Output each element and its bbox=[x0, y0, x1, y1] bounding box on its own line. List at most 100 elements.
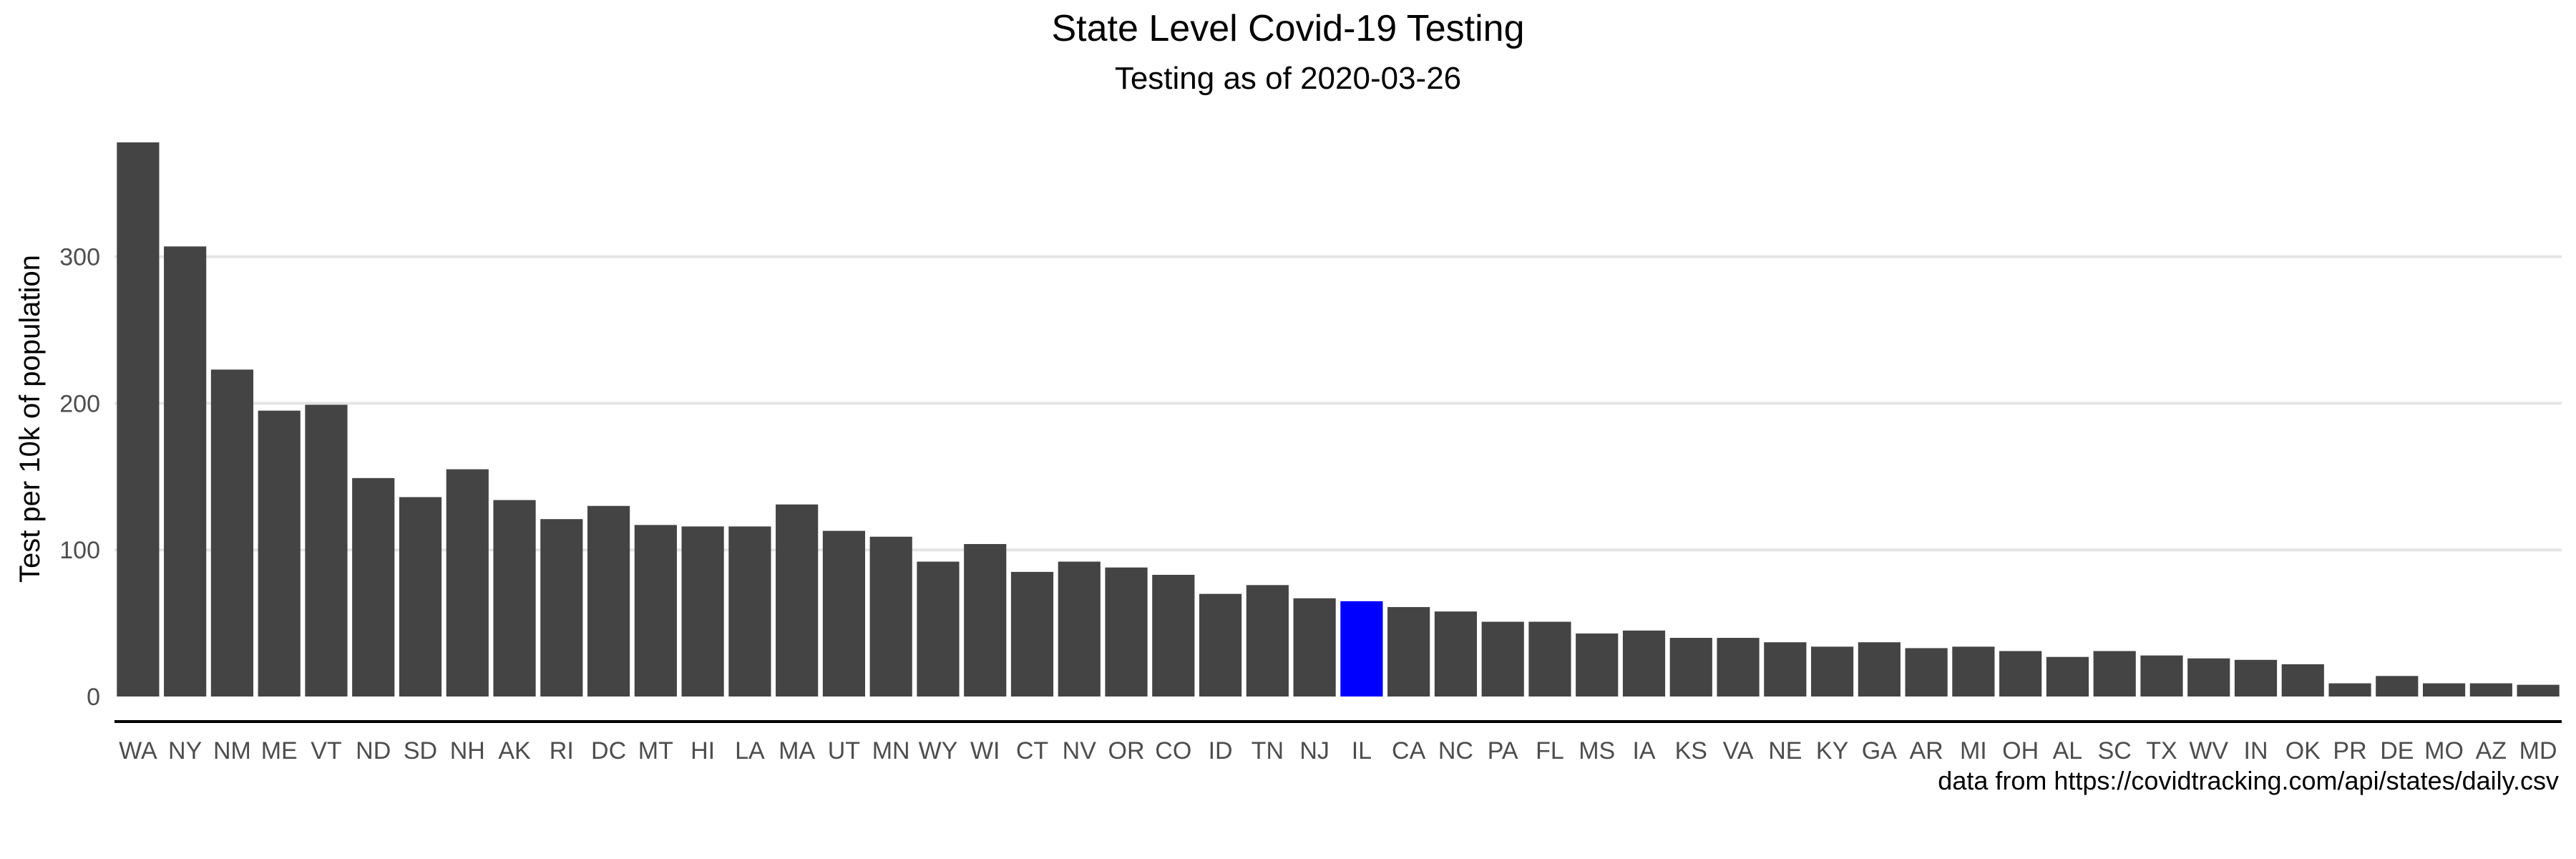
x-tick-label-mi: MI bbox=[1960, 737, 1987, 765]
bar-ak bbox=[493, 500, 536, 697]
bar-ky bbox=[1810, 646, 1854, 697]
bar-nj bbox=[1293, 598, 1336, 697]
x-tick-label-az: AZ bbox=[2476, 737, 2507, 765]
bar-ma bbox=[776, 504, 819, 697]
x-tick-label-wi: WI bbox=[970, 737, 1000, 765]
bar-nm bbox=[210, 369, 254, 697]
x-tick-label-ne: NE bbox=[1768, 737, 1802, 765]
bar-ks bbox=[1669, 638, 1712, 697]
bar-co bbox=[1152, 575, 1195, 697]
bar-vt bbox=[305, 404, 348, 697]
x-tick-label-ky: KY bbox=[1816, 737, 1848, 765]
x-tick-label-oh: OH bbox=[2002, 737, 2039, 765]
y-tick-label: 100 bbox=[59, 537, 100, 564]
bar-tn bbox=[1246, 585, 1289, 697]
bar-mn bbox=[869, 536, 912, 697]
x-tick-label-la: LA bbox=[735, 737, 765, 765]
x-tick-label-in: IN bbox=[2244, 737, 2268, 765]
bar-nd bbox=[352, 477, 395, 697]
chart-title: State Level Covid-19 Testing bbox=[1051, 8, 1525, 49]
x-tick-label-tn: TN bbox=[1252, 737, 1284, 765]
bar-ar bbox=[1905, 648, 1948, 697]
x-tick-label-il: IL bbox=[1352, 737, 1372, 765]
bar-sd bbox=[399, 497, 442, 697]
x-tick-label-al: AL bbox=[2053, 737, 2083, 765]
x-tick-label-hi: HI bbox=[691, 737, 715, 765]
x-tick-label-sc: SC bbox=[2098, 737, 2132, 765]
x-tick-label-ct: CT bbox=[1016, 737, 1048, 765]
bar-ct bbox=[1010, 571, 1054, 697]
bar-sc bbox=[2093, 651, 2136, 697]
bar-mi bbox=[1952, 646, 1995, 697]
x-tick-label-ok: OK bbox=[2285, 737, 2321, 765]
bar-oh bbox=[1999, 651, 2042, 697]
bar-ok bbox=[2281, 664, 2324, 697]
y-tick-label: 300 bbox=[59, 244, 100, 271]
x-tick-label-ga: GA bbox=[1862, 737, 1897, 765]
bar-fl bbox=[1528, 621, 1571, 697]
x-tick-label-md: MD bbox=[2519, 737, 2557, 765]
bar-mt bbox=[634, 525, 677, 697]
bar-il bbox=[1340, 601, 1383, 697]
x-tick-label-me: ME bbox=[261, 737, 298, 765]
x-tick-label-fl: FL bbox=[1536, 737, 1564, 765]
bar-me bbox=[258, 410, 301, 697]
bar-md bbox=[2517, 684, 2560, 697]
y-tick-label: 200 bbox=[59, 390, 100, 417]
bar-wy bbox=[917, 561, 960, 697]
bar-dc bbox=[587, 505, 630, 697]
x-tick-label-ak: AK bbox=[498, 737, 531, 765]
bar-ri bbox=[540, 519, 583, 697]
x-tick-label-mn: MN bbox=[872, 737, 910, 765]
bar-or bbox=[1105, 567, 1148, 697]
bar-ms bbox=[1576, 633, 1619, 697]
bar-ut bbox=[822, 530, 866, 697]
chart-subtitle: Testing as of 2020-03-26 bbox=[1114, 61, 1462, 96]
x-tick-label-pa: PA bbox=[1488, 737, 1518, 765]
bar-wi bbox=[964, 544, 1007, 697]
bar-az bbox=[2469, 683, 2512, 697]
bars bbox=[117, 142, 2560, 697]
x-tick-label-nc: NC bbox=[1438, 737, 1473, 765]
x-tick-label-id: ID bbox=[1209, 737, 1233, 765]
bar-nv bbox=[1058, 561, 1101, 697]
x-tick-label-mo: MO bbox=[2424, 737, 2464, 765]
x-tick-label-wy: WY bbox=[919, 737, 958, 765]
x-tick-label-ia: IA bbox=[1632, 737, 1655, 765]
bar-nh bbox=[446, 469, 489, 697]
bar-hi bbox=[681, 526, 724, 697]
bar-wv bbox=[2187, 658, 2230, 697]
x-tick-label-mt: MT bbox=[638, 737, 673, 765]
x-tick-label-dc: DC bbox=[591, 737, 626, 765]
bar-nc bbox=[1434, 611, 1478, 697]
bar-ia bbox=[1622, 630, 1666, 697]
bar-ca bbox=[1387, 607, 1430, 697]
x-tick-label-ca: CA bbox=[1392, 737, 1426, 765]
x-tick-label-tx: TX bbox=[2146, 737, 2177, 765]
x-tick-label-ny: NY bbox=[168, 737, 202, 765]
bar-ny bbox=[164, 246, 207, 697]
bar-in bbox=[2234, 659, 2278, 697]
bar-mo bbox=[2422, 683, 2466, 697]
data-source-caption: data from https://covidtracking.com/api/… bbox=[1938, 766, 2559, 795]
bar-wa bbox=[117, 142, 160, 697]
x-tick-label-co: CO bbox=[1155, 737, 1191, 765]
bar-va bbox=[1717, 638, 1760, 697]
bar-de bbox=[2376, 676, 2419, 697]
bar-ga bbox=[1858, 642, 1901, 697]
x-tick-label-sd: SD bbox=[404, 737, 437, 765]
x-tick-label-ma: MA bbox=[779, 737, 815, 765]
bar-pa bbox=[1481, 621, 1524, 697]
bar-al bbox=[2046, 656, 2089, 697]
x-tick-label-ut: UT bbox=[828, 737, 860, 765]
x-tick-label-nh: NH bbox=[450, 737, 485, 765]
x-tick-label-nv: NV bbox=[1063, 737, 1097, 765]
x-tick-label-vt: VT bbox=[311, 737, 341, 765]
x-tick-label-de: DE bbox=[2380, 737, 2414, 765]
x-tick-label-nm: NM bbox=[213, 737, 251, 765]
x-tick-label-wv: WV bbox=[2189, 737, 2228, 765]
bar-id bbox=[1199, 593, 1242, 697]
x-tick-label-pr: PR bbox=[2333, 737, 2366, 765]
y-tick-label: 0 bbox=[87, 684, 100, 711]
